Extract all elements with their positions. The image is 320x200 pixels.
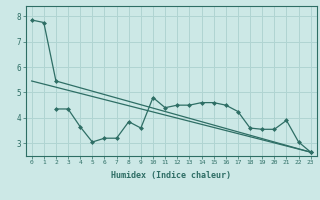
X-axis label: Humidex (Indice chaleur): Humidex (Indice chaleur) bbox=[111, 171, 231, 180]
